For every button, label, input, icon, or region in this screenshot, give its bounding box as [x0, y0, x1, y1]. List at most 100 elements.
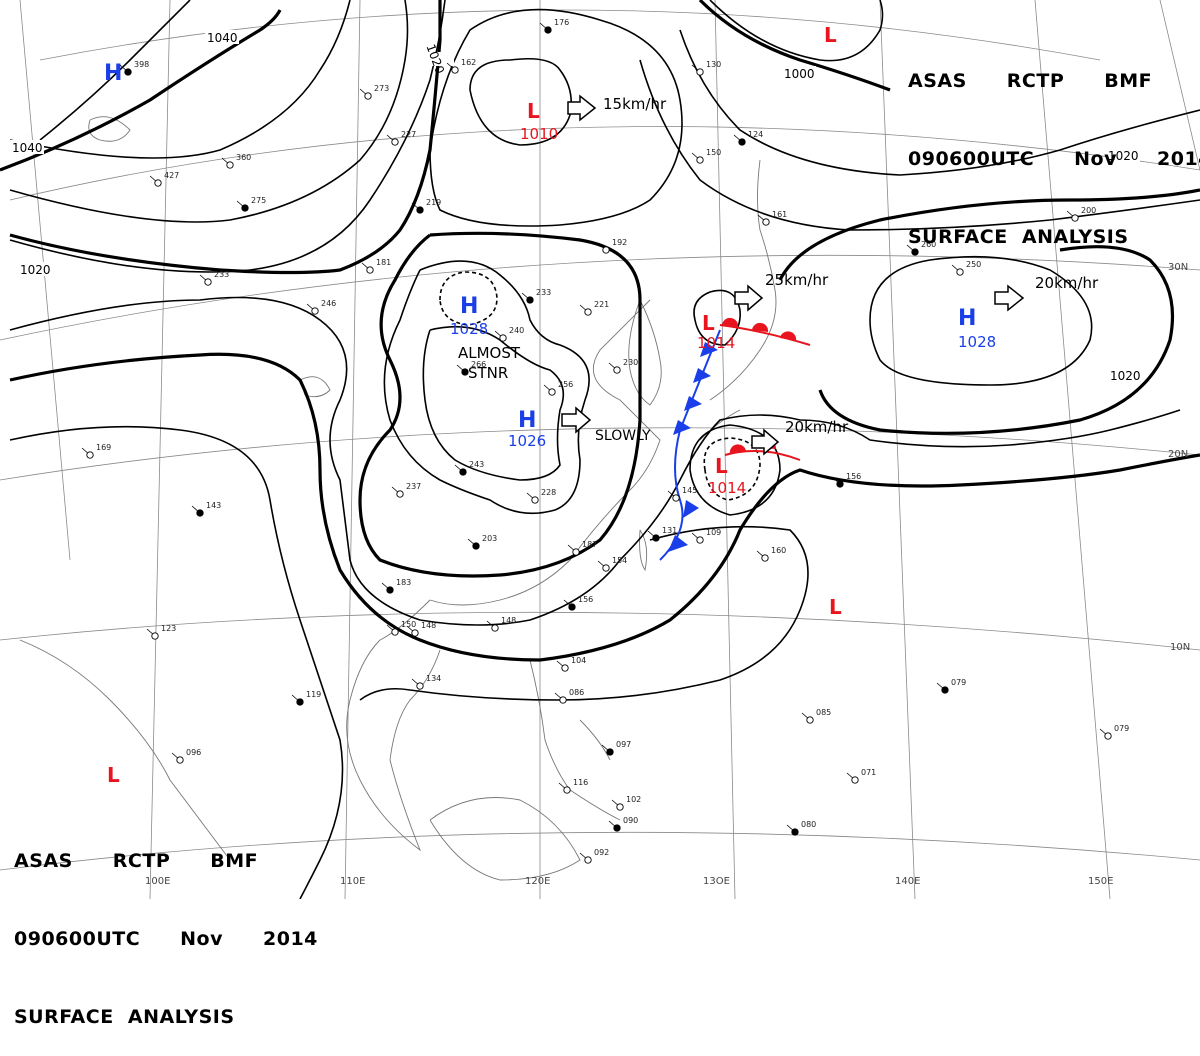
- coast-korea: [628, 299, 662, 406]
- station-circle: [761, 554, 769, 562]
- station-plot: 071: [846, 768, 876, 784]
- longitude-label: 140E: [895, 876, 920, 887]
- coast-borneo: [429, 797, 581, 881]
- low-center-value: 1014: [708, 479, 746, 497]
- latitude-label: 20N: [1168, 449, 1188, 460]
- warm-front-bump: [722, 317, 739, 327]
- isobar-north-west-2: [9, 0, 351, 159]
- station-pressure: 275: [251, 196, 266, 205]
- station-pressure: 156: [846, 472, 861, 481]
- movement-arrow: [994, 284, 1025, 312]
- high-center-value: 1028: [450, 320, 488, 338]
- movement-speed-label: SLOWLY: [595, 428, 651, 444]
- station-plot: 273: [359, 84, 389, 100]
- station-pressure: 134: [426, 674, 441, 683]
- station-plot: 109: [691, 528, 721, 544]
- station-pressure: 360: [236, 153, 251, 162]
- station-circle: [391, 628, 399, 636]
- movement-speed-label: 25km/hr: [765, 271, 829, 289]
- station-circle: [204, 278, 212, 286]
- parallel-40n: [9, 126, 1200, 201]
- station-plot: 134: [411, 674, 441, 690]
- movement-speed-label: 15km/hr: [603, 95, 667, 113]
- movement-speed-label: 20km/hr: [785, 418, 849, 436]
- station-plot: 250: [951, 260, 981, 276]
- station-circle: [459, 468, 467, 476]
- cold-front-tooth: [683, 500, 699, 518]
- isobar-label: 1020: [1110, 369, 1141, 383]
- station-plot: 161: [757, 210, 787, 226]
- station-pressure: 246: [321, 299, 336, 308]
- station-plot: 260: [906, 240, 936, 256]
- station-circle: [311, 307, 319, 315]
- station-pressure: 123: [161, 624, 176, 633]
- station-pressure: 192: [612, 238, 627, 247]
- movement-speed-label: 20km/hr: [1035, 274, 1099, 292]
- station-plot: 143: [191, 501, 221, 517]
- meridian-150e: [1034, 0, 1111, 899]
- station-circle: [836, 480, 844, 488]
- station-pressure: 086: [569, 688, 584, 697]
- isobar-low-1010: [469, 57, 573, 146]
- parallel-50n: [39, 9, 1101, 61]
- station-plot: 243: [454, 460, 484, 476]
- station-plot: 086: [554, 688, 584, 704]
- station-plot: 162: [446, 58, 476, 74]
- station-circle: [791, 828, 799, 836]
- station-circle: [196, 509, 204, 517]
- station-plot: 116: [558, 778, 588, 794]
- station-pressure: 079: [951, 678, 966, 687]
- high-center-value: 1026: [508, 432, 546, 450]
- station-circle: [241, 204, 249, 212]
- station-pressure: 116: [573, 778, 588, 787]
- header-source: ASAS: [14, 850, 73, 872]
- station-circle: [616, 803, 624, 811]
- station-plot: 233: [521, 288, 551, 304]
- station-plot: 398: [119, 60, 149, 76]
- station-plot: 427: [149, 171, 179, 187]
- station-circle: [386, 586, 394, 594]
- station-circle: [696, 68, 704, 76]
- station-pressure: 150: [401, 620, 416, 629]
- station-pressure: 154: [612, 556, 627, 565]
- isobar-label: 1020: [20, 263, 51, 277]
- station-circle: [548, 388, 556, 396]
- station-pressure: 183: [396, 578, 411, 587]
- high-center-symbol: H: [460, 294, 478, 319]
- station-plot: 246: [306, 299, 336, 315]
- station-circle: [672, 494, 680, 502]
- station-circle: [941, 686, 949, 694]
- station-pressure: 187: [582, 540, 597, 549]
- isobars: [0, 0, 1200, 899]
- low-center-symbol: L: [527, 99, 540, 123]
- isobar-low-1014b-outer: [689, 424, 781, 516]
- movement-arrow: [751, 428, 780, 456]
- station-plot: 130: [691, 60, 721, 76]
- station-pressure: 233: [536, 288, 551, 297]
- station-plot: 160: [756, 546, 786, 562]
- header-line-2: 090600UTC Nov 2014: [14, 926, 318, 952]
- station-pressure: 228: [541, 488, 556, 497]
- station-circle: [602, 246, 610, 254]
- station-pressure: 181: [376, 258, 391, 267]
- meridian-140e: [879, 0, 916, 899]
- isobar-label: 1040: [207, 31, 238, 45]
- station-circle: [762, 218, 770, 226]
- station-plot: 256: [543, 380, 573, 396]
- header-source: ASAS: [908, 70, 967, 92]
- station-pressure: 176: [554, 18, 569, 27]
- isobar-inner-high-2: [422, 325, 565, 481]
- station-plot: 154: [597, 556, 627, 572]
- station-plot: 203: [467, 534, 497, 550]
- station-plot: 097: [601, 740, 631, 756]
- station-plot: 145: [667, 486, 697, 502]
- low-center-symbol: L: [829, 595, 842, 619]
- low-center-symbol: L: [715, 454, 728, 478]
- movement-arrow: [734, 284, 764, 312]
- station-circle: [806, 716, 814, 724]
- station-plot: 090: [608, 816, 638, 832]
- isobar-around-low-north: [429, 8, 683, 227]
- header-station: RCTP: [1006, 70, 1065, 92]
- cold-front-tooth: [700, 342, 718, 357]
